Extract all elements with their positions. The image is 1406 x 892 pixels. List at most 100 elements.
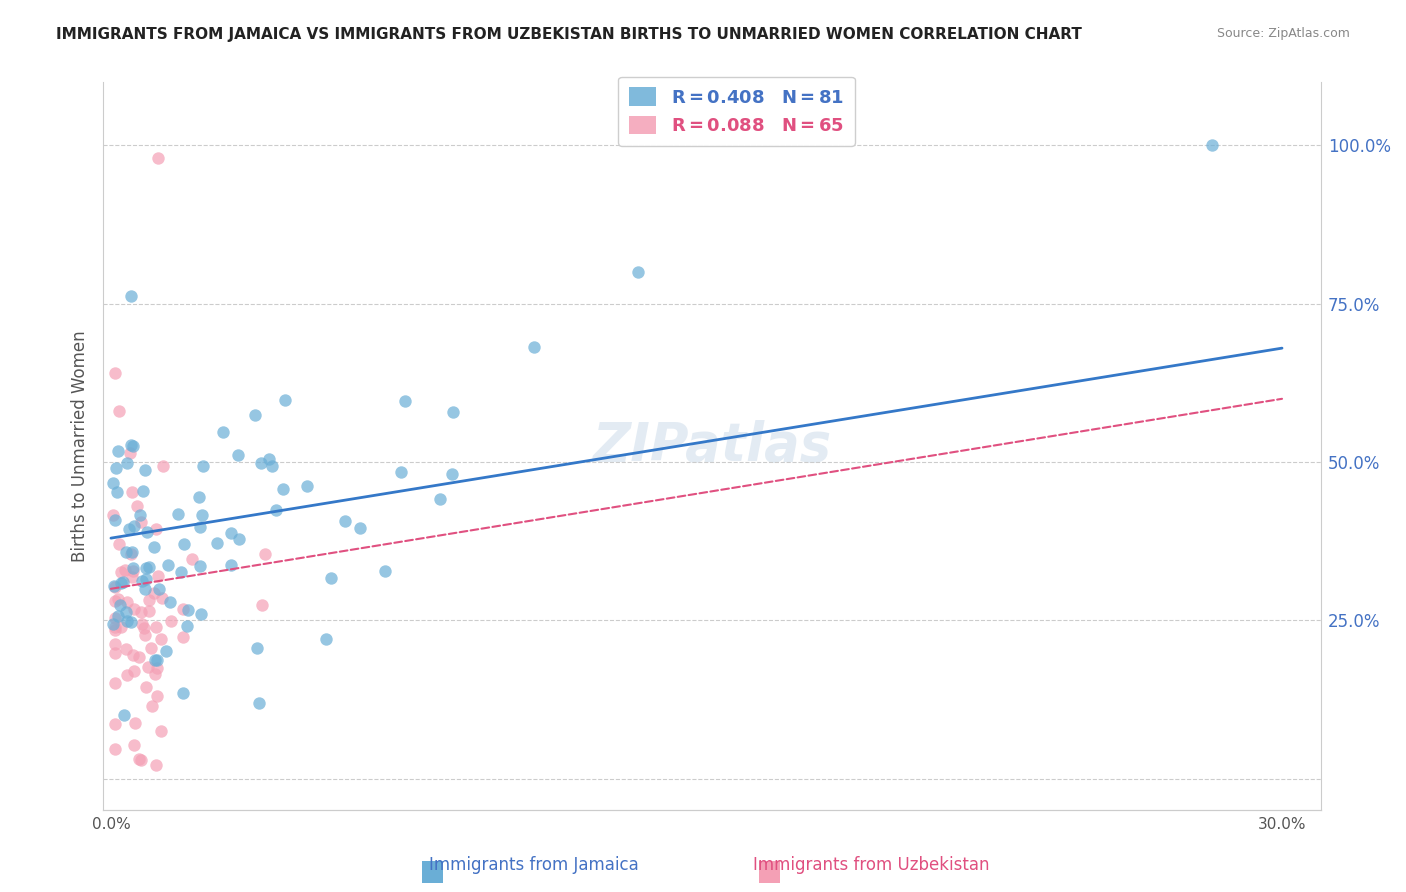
Immigrants from Uzbekistan (132, 621, 155, 635)
Immigrants from Uzbekistan (115, 641, 138, 656)
Immigrants from Uzbekistan (115, 667, 138, 681)
Immigrants from Uzbekistan (121, 484, 143, 499)
Immigrants from Jamaica (262, 458, 284, 473)
Immigrants from Uzbekistan (104, 742, 127, 756)
Immigrants from Jamaica (108, 598, 131, 612)
Legend: $\mathbf{R = 0.408}$   $\mathbf{N = 81}$, $\mathbf{R = 0.088}$   $\mathbf{N = 65: $\mathbf{R = 0.408}$ $\mathbf{N = 81}$, … (619, 77, 855, 146)
Immigrants from Jamaica (170, 565, 193, 579)
Immigrants from Jamaica (114, 606, 136, 620)
Immigrants from Uzbekistan (145, 522, 167, 536)
Immigrants from Jamaica (228, 532, 250, 546)
Immigrants from Jamaica (374, 564, 396, 578)
Immigrants from Jamaica (257, 452, 280, 467)
Immigrants from Jamaica (107, 609, 129, 624)
Immigrants from Jamaica (429, 491, 451, 506)
Immigrants from Uzbekistan (181, 552, 204, 566)
Immigrants from Uzbekistan (131, 617, 153, 632)
Immigrants from Uzbekistan (104, 646, 127, 660)
Immigrants from Uzbekistan (103, 508, 125, 522)
Immigrants from Jamaica (103, 579, 125, 593)
Immigrants from Jamaica (172, 686, 194, 700)
Immigrants from Jamaica (159, 595, 181, 609)
Immigrants from Jamaica (441, 405, 464, 419)
Immigrants from Jamaica (394, 393, 416, 408)
Text: IMMIGRANTS FROM JAMAICA VS IMMIGRANTS FROM UZBEKISTAN BIRTHS TO UNMARRIED WOMEN : IMMIGRANTS FROM JAMAICA VS IMMIGRANTS FR… (56, 27, 1083, 42)
Immigrants from Jamaica (274, 393, 297, 408)
Text: Source: ZipAtlas.com: Source: ZipAtlas.com (1216, 27, 1350, 40)
Immigrants from Jamaica (176, 618, 198, 632)
Immigrants from Uzbekistan (172, 602, 194, 616)
Immigrants from Jamaica (117, 615, 139, 629)
Immigrants from Uzbekistan (136, 660, 159, 674)
Text: Immigrants from Uzbekistan: Immigrants from Uzbekistan (754, 856, 990, 874)
Immigrants from Jamaica (104, 513, 127, 527)
Immigrants from Uzbekistan (104, 717, 127, 731)
Immigrants from Jamaica (105, 485, 128, 500)
Immigrants from Uzbekistan (129, 606, 152, 620)
Immigrants from Uzbekistan (104, 611, 127, 625)
Immigrants from Jamaica (132, 483, 155, 498)
Immigrants from Jamaica (135, 561, 157, 575)
Immigrants from Jamaica (166, 508, 188, 522)
Immigrants from Jamaica (145, 653, 167, 667)
Immigrants from Jamaica (104, 461, 127, 475)
Immigrants from Jamaica (101, 475, 124, 490)
Immigrants from Uzbekistan (110, 566, 132, 580)
Immigrants from Jamaica (110, 575, 132, 590)
Immigrants from Uzbekistan (143, 585, 166, 599)
Immigrants from Uzbekistan (125, 499, 148, 513)
Immigrants from Jamaica (187, 490, 209, 504)
Immigrants from Uzbekistan (120, 446, 142, 460)
Immigrants from Jamaica (228, 448, 250, 462)
Immigrants from Jamaica (131, 574, 153, 589)
Immigrants from Uzbekistan (122, 664, 145, 678)
Immigrants from Jamaica (264, 503, 287, 517)
Immigrants from Uzbekistan (104, 580, 127, 594)
Immigrants from Uzbekistan (172, 630, 194, 644)
Immigrants from Uzbekistan (138, 592, 160, 607)
Immigrants from Uzbekistan (128, 650, 150, 665)
Immigrants from Uzbekistan (129, 753, 152, 767)
Immigrants from Uzbekistan (124, 716, 146, 731)
Immigrants from Uzbekistan (145, 620, 167, 634)
Immigrants from Jamaica (134, 582, 156, 597)
Immigrants from Uzbekistan (107, 537, 129, 551)
Immigrants from Jamaica (136, 524, 159, 539)
Immigrants from Uzbekistan (104, 593, 127, 607)
Immigrants from Jamaica (145, 653, 167, 667)
Text: ZIPatlas: ZIPatlas (592, 420, 832, 472)
Immigrants from Uzbekistan (107, 592, 129, 607)
Immigrants from Jamaica (121, 544, 143, 558)
Immigrants from Jamaica (627, 265, 650, 279)
Immigrants from Jamaica (250, 456, 273, 470)
Immigrants from Uzbekistan (146, 689, 169, 703)
Immigrants from Uzbekistan (104, 637, 127, 651)
Immigrants from Uzbekistan (114, 562, 136, 576)
Immigrants from Uzbekistan (143, 666, 166, 681)
Immigrants from Jamaica (114, 545, 136, 559)
Y-axis label: Births to Unmarried Women: Births to Unmarried Women (72, 331, 89, 562)
Immigrants from Uzbekistan (252, 599, 274, 613)
Immigrants from Uzbekistan (110, 620, 132, 634)
Immigrants from Jamaica (297, 479, 319, 493)
Immigrants from Uzbekistan (117, 595, 139, 609)
Immigrants from Jamaica (156, 558, 179, 573)
Immigrants from Jamaica (107, 444, 129, 458)
Immigrants from Uzbekistan (150, 591, 173, 605)
Immigrants from Jamaica (191, 508, 214, 522)
Immigrants from Jamaica (118, 522, 141, 536)
Immigrants from Uzbekistan (104, 675, 127, 690)
Immigrants from Jamaica (121, 439, 143, 453)
Immigrants from Jamaica (335, 514, 357, 528)
Immigrants from Uzbekistan (149, 632, 172, 646)
Immigrants from Jamaica (219, 558, 242, 572)
Immigrants from Uzbekistan (122, 602, 145, 616)
Immigrants from Jamaica (193, 458, 215, 473)
Immigrants from Jamaica (440, 467, 463, 481)
Immigrants from Jamaica (245, 408, 267, 422)
Immigrants from Jamaica (212, 425, 235, 440)
Immigrants from Jamaica (219, 526, 242, 541)
Immigrants from Uzbekistan (146, 151, 169, 165)
Immigrants from Uzbekistan (134, 680, 156, 694)
Immigrants from Uzbekistan (254, 547, 277, 561)
